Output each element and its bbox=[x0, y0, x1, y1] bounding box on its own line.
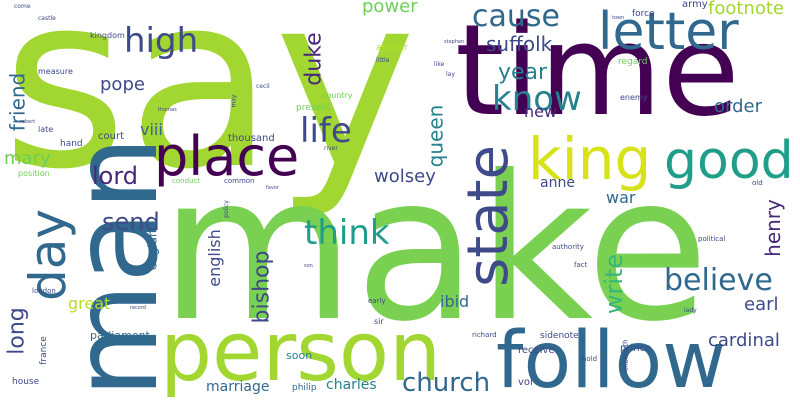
cloud-word: town bbox=[612, 15, 625, 21]
cloud-word: conduct bbox=[172, 177, 201, 185]
cloud-word: force bbox=[632, 9, 655, 19]
cloud-word: army bbox=[682, 0, 708, 10]
cloud-word: soon bbox=[286, 349, 313, 362]
cloud-word: lord bbox=[92, 162, 139, 190]
cloud-word: authority bbox=[552, 243, 584, 251]
cloud-word: court bbox=[98, 131, 124, 142]
cloud-word: believe bbox=[664, 263, 773, 298]
cloud-word: make bbox=[160, 133, 710, 366]
cloud-word: come bbox=[14, 3, 31, 10]
cloud-word: good bbox=[664, 131, 794, 191]
cloud-word: church bbox=[402, 368, 491, 398]
cloud-word: enemy bbox=[620, 93, 648, 102]
cloud-word: viii bbox=[140, 120, 163, 139]
cloud-word: country bbox=[322, 91, 353, 100]
cloud-word: lady bbox=[684, 307, 697, 314]
cloud-word: send bbox=[102, 208, 160, 236]
cloud-word: old bbox=[752, 179, 763, 187]
cloud-word: river bbox=[324, 145, 338, 152]
cloud-word: great bbox=[68, 294, 111, 313]
cloud-word: cause bbox=[472, 0, 560, 34]
cloud-word: henry bbox=[760, 199, 785, 257]
cloud-word: record bbox=[130, 305, 146, 311]
cloud-word: france bbox=[38, 336, 49, 365]
cloud-word: war bbox=[606, 188, 636, 207]
cloud-word: king bbox=[528, 125, 652, 193]
cloud-word: thousand bbox=[228, 133, 275, 144]
cloud-word: philip bbox=[292, 383, 317, 393]
cloud-word: common bbox=[224, 177, 255, 185]
cloud-word: mary bbox=[4, 148, 51, 169]
cloud-word: policy bbox=[222, 200, 230, 218]
cloud-word: letter bbox=[598, 2, 739, 62]
cloud-word: kingdom bbox=[90, 31, 125, 40]
cloud-word: state bbox=[455, 145, 521, 287]
cloud-word: favor bbox=[266, 185, 279, 191]
cloud-word: cecil bbox=[256, 83, 270, 90]
cloud-word: anne bbox=[540, 175, 575, 191]
cloud-word: duke bbox=[301, 32, 327, 86]
cloud-word: regard bbox=[618, 57, 648, 67]
cloud-word: long bbox=[4, 307, 30, 355]
cloud-word: elizabeth bbox=[621, 339, 630, 372]
cloud-word: may bbox=[230, 94, 238, 108]
cloud-word: think bbox=[304, 213, 390, 253]
cloud-word: hold bbox=[582, 355, 598, 363]
cloud-word: time bbox=[455, 0, 740, 144]
cloud-word: receive bbox=[518, 345, 555, 356]
cloud-word: queen bbox=[423, 104, 448, 168]
cloud-word: fact bbox=[574, 261, 588, 269]
cloud-word: stephen bbox=[444, 39, 465, 45]
cloud-word: know bbox=[492, 79, 582, 119]
cloud-word: house bbox=[12, 377, 40, 387]
cloud-word: pope bbox=[100, 74, 145, 95]
cloud-word: castle bbox=[38, 15, 56, 22]
cloud-word: vol bbox=[518, 377, 533, 388]
cloud-word: richard bbox=[472, 331, 497, 339]
cloud-word: life bbox=[300, 111, 352, 151]
cloud-word: order bbox=[714, 96, 762, 117]
cloud-word: new bbox=[524, 102, 558, 121]
cloud-word: england bbox=[145, 221, 160, 271]
cloud-word: appear bbox=[376, 43, 408, 53]
cloud-word: follow bbox=[496, 316, 727, 400]
cloud-word: sidenote bbox=[540, 331, 579, 341]
cloud-word: marriage bbox=[206, 379, 270, 395]
cloud-word: year bbox=[498, 60, 548, 85]
cloud-word: english bbox=[204, 229, 224, 287]
cloud-word: little bbox=[376, 57, 390, 64]
cloud-word: say bbox=[2, 0, 417, 222]
cloud-word: suffolk bbox=[486, 32, 553, 56]
cloud-word: power bbox=[362, 0, 418, 17]
cloud-word: earl bbox=[744, 294, 779, 315]
cloud-word: present bbox=[296, 103, 331, 113]
cloud-word: write bbox=[600, 253, 629, 315]
cloud-word: lay bbox=[446, 71, 455, 78]
cloud-word: charles bbox=[326, 377, 377, 393]
cloud-word: hand bbox=[60, 139, 83, 149]
cloud-word: robert bbox=[20, 119, 36, 125]
cloud-word: place bbox=[154, 125, 300, 188]
cloud-word: cardinal bbox=[708, 330, 780, 351]
cloud-word: early bbox=[368, 297, 386, 305]
cloud-word: son bbox=[304, 263, 313, 269]
cloud-word: political bbox=[698, 235, 726, 243]
cloud-word: measure bbox=[38, 67, 73, 76]
cloud-word: wolsey bbox=[374, 166, 436, 187]
cloud-word: high bbox=[124, 21, 199, 61]
cloud-word: position bbox=[18, 169, 50, 178]
cloud-word: footnote bbox=[708, 0, 784, 19]
cloud-word: thomas bbox=[158, 107, 177, 113]
cloud-word: late bbox=[38, 125, 54, 134]
cloud-word: ibid bbox=[440, 292, 470, 311]
cloud-word: like bbox=[434, 61, 445, 68]
cloud-word: parliament bbox=[90, 329, 150, 342]
cloud-word: person bbox=[160, 305, 442, 400]
cloud-word: sir bbox=[374, 317, 384, 326]
cloud-word: london bbox=[32, 287, 56, 295]
cloud-word: prince bbox=[620, 343, 652, 354]
cloud-word: bishop bbox=[249, 250, 275, 324]
